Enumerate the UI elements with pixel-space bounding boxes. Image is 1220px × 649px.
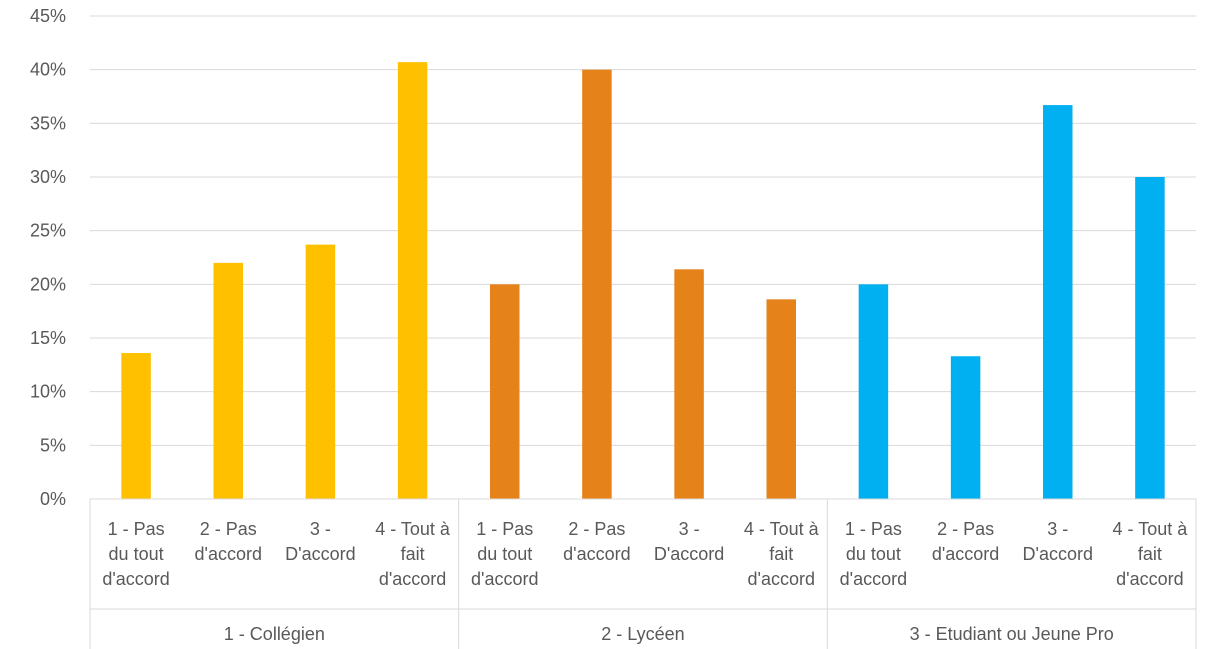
y-tick-label: 20% bbox=[30, 274, 66, 294]
x-category-label-line: d'accord bbox=[748, 569, 815, 589]
x-category-label: 1 - Pas du tout d'accord bbox=[102, 519, 169, 589]
y-tick-label: 0% bbox=[40, 489, 66, 509]
x-category-label-line: d'accord bbox=[471, 569, 538, 589]
bar bbox=[858, 284, 889, 499]
gridlines bbox=[90, 15, 1196, 446]
x-category-label-line: d'accord bbox=[932, 544, 999, 564]
x-category-label-line: du tout bbox=[477, 544, 532, 564]
x-category-label-line: 3 - bbox=[1047, 519, 1068, 539]
x-category-label-line: fait bbox=[401, 544, 425, 564]
x-category-label: 4 - Tout à fait d'accord bbox=[744, 519, 820, 589]
bar bbox=[674, 269, 704, 499]
group-label: 1 - Collégien bbox=[224, 624, 325, 644]
bar bbox=[490, 284, 520, 499]
x-category-label-line: 2 - Pas bbox=[568, 519, 625, 539]
x-category-label-line: d'accord bbox=[379, 569, 446, 589]
bar bbox=[305, 244, 336, 499]
y-axis-tick-labels: 0% 5% 10% 15% 20% 25% 30% 35% 40% 45% bbox=[30, 6, 66, 509]
y-tick-label: 15% bbox=[30, 328, 66, 348]
x-category-label-line: 3 - bbox=[679, 519, 700, 539]
x-category-label-line: d'accord bbox=[563, 544, 630, 564]
category-labels: 1 - Pas du tout d'accord 2 - Pas d'accord 3 -… bbox=[102, 519, 1188, 589]
x-category-label-line: 1 - Pas bbox=[845, 519, 902, 539]
x-category-label-line: d'accord bbox=[195, 544, 262, 564]
bar bbox=[766, 299, 796, 499]
bar bbox=[1043, 105, 1073, 499]
x-category-label-line: fait bbox=[1138, 544, 1162, 564]
y-tick-label: 40% bbox=[30, 60, 66, 80]
bars bbox=[121, 62, 1165, 500]
x-category-label-line: 1 - Pas bbox=[476, 519, 533, 539]
category-axis bbox=[89, 498, 1197, 649]
y-tick-label: 45% bbox=[30, 6, 66, 26]
x-category-label-line: 1 - Pas bbox=[108, 519, 165, 539]
x-category-label-line: D'accord bbox=[1023, 544, 1093, 564]
x-category-label-line: d'accord bbox=[1116, 569, 1183, 589]
y-tick-label: 10% bbox=[30, 382, 66, 402]
group-label: 2 - Lycéen bbox=[601, 624, 684, 644]
bar bbox=[121, 353, 151, 499]
x-category-label-line: du tout bbox=[846, 544, 901, 564]
x-category-label-line: du tout bbox=[109, 544, 164, 564]
x-category-label: 1 - Pas du tout d'accord bbox=[840, 519, 907, 589]
x-category-label-line: 2 - Pas bbox=[937, 519, 994, 539]
group-label: 3 - Etudiant ou Jeune Pro bbox=[910, 624, 1114, 644]
x-category-label: 3 - D'accord bbox=[1023, 519, 1093, 564]
y-tick-label: 5% bbox=[40, 435, 66, 455]
x-category-label-line: d'accord bbox=[102, 569, 169, 589]
x-category-label: 3 - D'accord bbox=[285, 519, 355, 564]
x-category-label: 2 - Pas d'accord bbox=[563, 519, 630, 564]
x-category-label-line: 4 - Tout à bbox=[375, 519, 451, 539]
x-category-label-line: 4 - Tout à bbox=[1113, 519, 1189, 539]
x-category-label-line: fait bbox=[769, 544, 793, 564]
bar bbox=[213, 262, 243, 499]
x-category-label-line: D'accord bbox=[285, 544, 355, 564]
x-category-label-line: 2 - Pas bbox=[200, 519, 257, 539]
group-labels: 1 - Collégien 2 - Lycéen 3 - Etudiant ou J… bbox=[224, 624, 1114, 644]
x-category-label-line: 4 - Tout à bbox=[744, 519, 820, 539]
y-tick-label: 25% bbox=[30, 221, 66, 241]
y-tick-label: 35% bbox=[30, 113, 66, 133]
bar bbox=[950, 356, 981, 499]
x-category-label: 3 - D'accord bbox=[654, 519, 724, 564]
x-category-label: 4 - Tout à fait d'accord bbox=[1113, 519, 1189, 589]
y-tick-label: 30% bbox=[30, 167, 66, 187]
bar bbox=[582, 69, 612, 500]
bar bbox=[1135, 177, 1165, 499]
x-category-label: 4 - Tout à fait d'accord bbox=[375, 519, 451, 589]
x-category-label: 2 - Pas d'accord bbox=[932, 519, 999, 564]
x-category-label: 1 - Pas du tout d'accord bbox=[471, 519, 538, 589]
x-category-label-line: 3 - bbox=[310, 519, 331, 539]
x-category-label-line: D'accord bbox=[654, 544, 724, 564]
x-category-label: 2 - Pas d'accord bbox=[195, 519, 262, 564]
x-category-label-line: d'accord bbox=[840, 569, 907, 589]
bar bbox=[397, 62, 428, 500]
